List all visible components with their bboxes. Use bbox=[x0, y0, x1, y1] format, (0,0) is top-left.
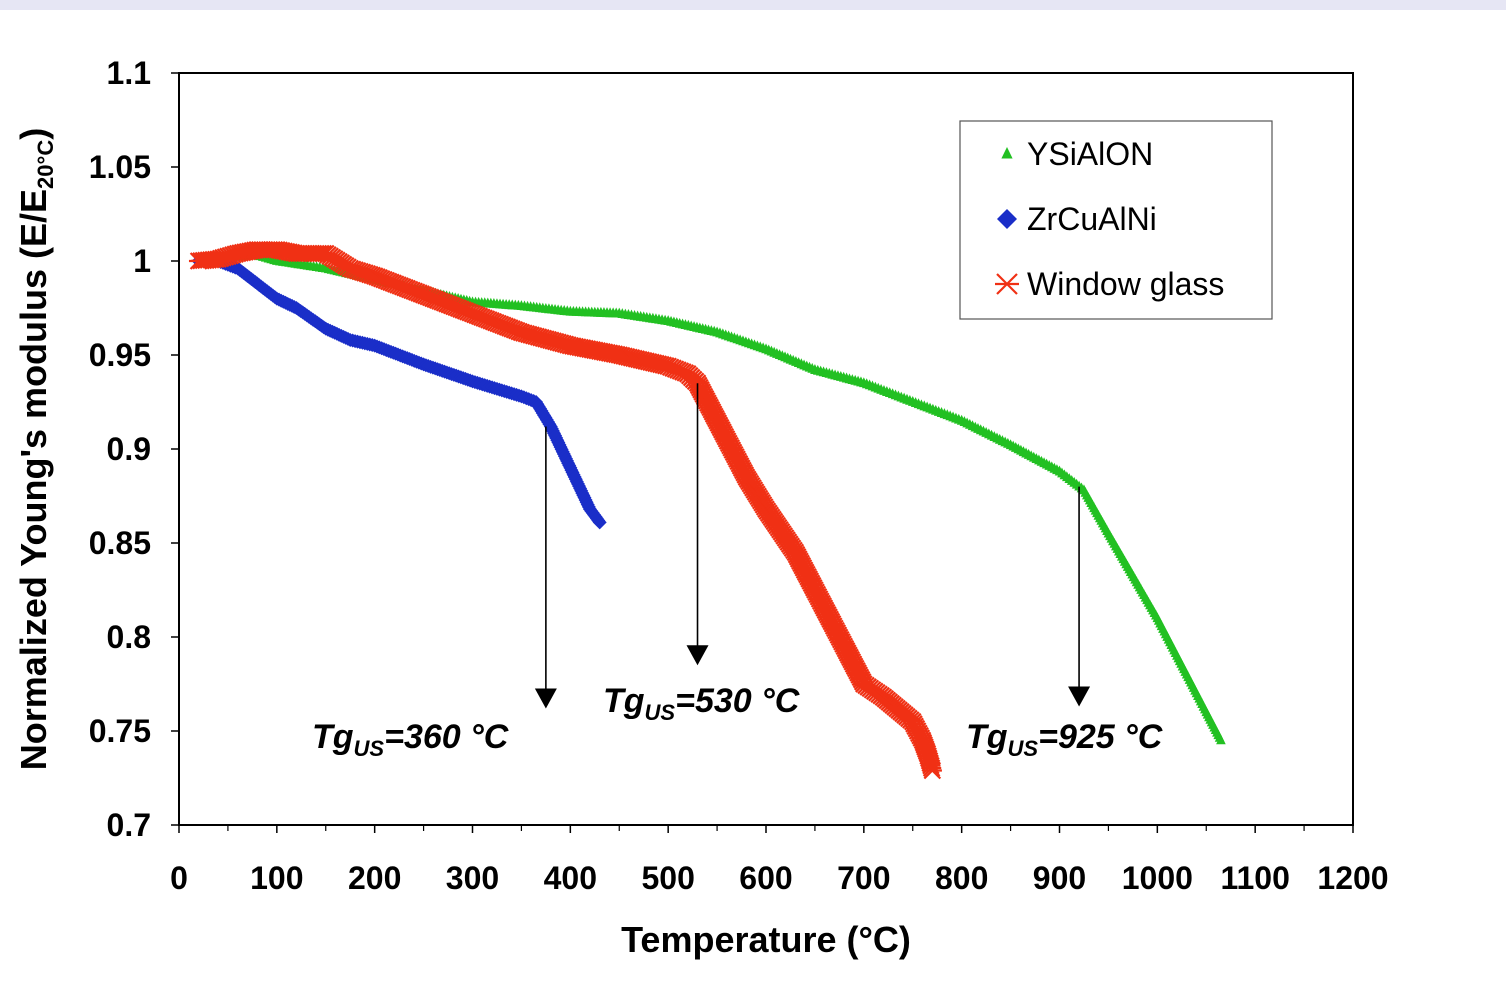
y-tick-label: 0.9 bbox=[107, 431, 151, 467]
x-tick-label: 600 bbox=[739, 860, 792, 896]
top-band bbox=[0, 0, 1506, 10]
annotation-value: =925 °C bbox=[1038, 718, 1163, 756]
y-axis-title-main: Normalized Young's modulus (E/E bbox=[13, 189, 54, 770]
y-tick-label: 0.75 bbox=[89, 713, 151, 749]
annotation-arrow-head bbox=[686, 645, 709, 666]
legend-label: Window glass bbox=[1027, 266, 1224, 302]
series-layer bbox=[188, 240, 1226, 780]
annotation-arrow-head bbox=[1068, 686, 1091, 707]
y-tick-label: 0.95 bbox=[89, 337, 151, 373]
annotation-label: TgUS=360 °C bbox=[312, 718, 509, 761]
legend-marker bbox=[1001, 147, 1013, 159]
data-point bbox=[592, 515, 607, 530]
x-tick-label: 1000 bbox=[1122, 860, 1193, 896]
y-axis: 0.7 0.75 0.8 0.85 0.9 0.95 1 1.05 1.1 bbox=[89, 55, 179, 843]
x-tick-label: 200 bbox=[348, 860, 401, 896]
tg-annotation: TgUS=530 °C bbox=[603, 383, 800, 725]
data-point bbox=[922, 759, 942, 777]
x-tick-label: 700 bbox=[837, 860, 890, 896]
legend-item: ZrCuAlNi bbox=[997, 201, 1157, 237]
legend-item: YSiAlON bbox=[1001, 136, 1153, 172]
tg-annotation: TgUS=360 °C bbox=[312, 426, 557, 761]
legend: YSiAlON ZrCuAlNi Window glass bbox=[959, 120, 1273, 320]
annotation-arrow-head bbox=[534, 688, 557, 709]
series-window-glass bbox=[188, 240, 942, 780]
annotation-tg: Tg bbox=[966, 718, 1008, 756]
y-tick-label: 1.1 bbox=[107, 55, 151, 91]
annotation-value: =530 °C bbox=[675, 682, 800, 720]
data-point bbox=[1216, 734, 1226, 745]
annotation-subscript: US bbox=[645, 700, 676, 725]
tg-annotation: TgUS=925 °C bbox=[966, 486, 1163, 761]
x-tick-label: 1100 bbox=[1220, 860, 1289, 896]
x-tick-label: 300 bbox=[446, 860, 499, 896]
y-tick-label: 0.85 bbox=[89, 525, 151, 561]
y-tick-label: 0.8 bbox=[107, 619, 151, 655]
y-tick-label: 0.7 bbox=[107, 807, 151, 843]
y-axis-title-subscript: 20°C bbox=[33, 140, 58, 189]
annotation-subscript: US bbox=[354, 736, 385, 761]
x-tick-label: 1200 bbox=[1317, 860, 1388, 896]
legend-marker bbox=[995, 273, 1019, 295]
x-tick-label: 100 bbox=[250, 860, 303, 896]
y-axis-title: Normalized Young's modulus (E/E20°C) bbox=[13, 128, 58, 770]
y-tick-label: 1 bbox=[133, 243, 151, 279]
annotation-subscript: US bbox=[1008, 736, 1039, 761]
x-axis: 0 100 200 300 400 500 600 700 800 900 1000 1100 1200 bbox=[170, 825, 1389, 896]
x-axis-title: Temperature (°C) bbox=[621, 919, 911, 960]
series-ysialon bbox=[193, 249, 1226, 745]
annotation-value: =360 °C bbox=[384, 718, 509, 756]
x-tick-label: 500 bbox=[641, 860, 694, 896]
x-tick-label: 900 bbox=[1033, 860, 1086, 896]
annotation-label: TgUS=925 °C bbox=[966, 718, 1163, 761]
x-tick-label: 800 bbox=[935, 860, 988, 896]
annotation-tg: Tg bbox=[603, 682, 645, 720]
x-tick-label: 0 bbox=[170, 860, 188, 896]
y-tick-label: 1.05 bbox=[89, 149, 151, 185]
legend-marker bbox=[997, 209, 1017, 229]
legend-label: ZrCuAlNi bbox=[1027, 201, 1157, 237]
legend-label: YSiAlON bbox=[1027, 136, 1153, 172]
annotation-tg: Tg bbox=[312, 718, 354, 756]
y-axis-title-close: ) bbox=[13, 128, 54, 140]
x-tick-label: 400 bbox=[544, 860, 597, 896]
legend-item: Window glass bbox=[995, 266, 1224, 302]
annotation-label: TgUS=530 °C bbox=[603, 682, 800, 725]
data-point bbox=[922, 761, 942, 780]
